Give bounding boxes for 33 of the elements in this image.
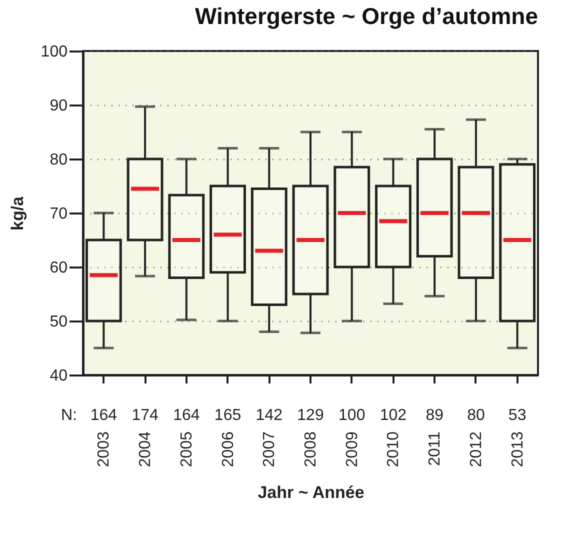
x-tick-label: 2012: [468, 431, 485, 468]
text: N:: [61, 407, 77, 424]
y-tick-label: 100: [40, 44, 68, 60]
y-tick-label: 60: [50, 260, 68, 276]
x-tick-label: 2005: [178, 431, 196, 468]
text: 53: [508, 407, 526, 424]
y-tick-label: 50: [50, 314, 68, 330]
text: 102: [380, 407, 407, 424]
y-tick-label: 90: [50, 98, 68, 114]
x-tick-label: 2011: [426, 431, 444, 466]
text: 164: [173, 407, 200, 424]
x-tick-label: 2006: [220, 431, 237, 468]
chart-title: Wintergerste ~ Orge d’automne: [195, 3, 538, 29]
text: 89: [426, 407, 444, 424]
x-tick-label: 2004: [137, 431, 154, 468]
text: 80: [467, 407, 485, 424]
text: 142: [256, 407, 283, 424]
x-tick-label: 2010: [385, 431, 402, 468]
text: 100: [338, 407, 366, 424]
y-tick-label: 80: [50, 152, 68, 168]
text: 174: [132, 407, 158, 424]
x-axis-title: Jahr ~ Année: [258, 483, 364, 502]
x-tick-label: 2009: [344, 431, 361, 468]
x-tick-label: 2003: [96, 431, 113, 468]
x-tick-label: 2013: [509, 431, 526, 468]
y-tick-label: 70: [50, 206, 68, 222]
text: 129: [297, 407, 324, 424]
x-tick-label: 2008: [302, 431, 320, 468]
x-tick-label: 2007: [261, 431, 278, 468]
text: 164: [90, 407, 118, 424]
y-tick-label: 40: [50, 368, 68, 384]
text: 165: [214, 407, 242, 424]
y-axis-title: kg/a: [8, 196, 27, 231]
